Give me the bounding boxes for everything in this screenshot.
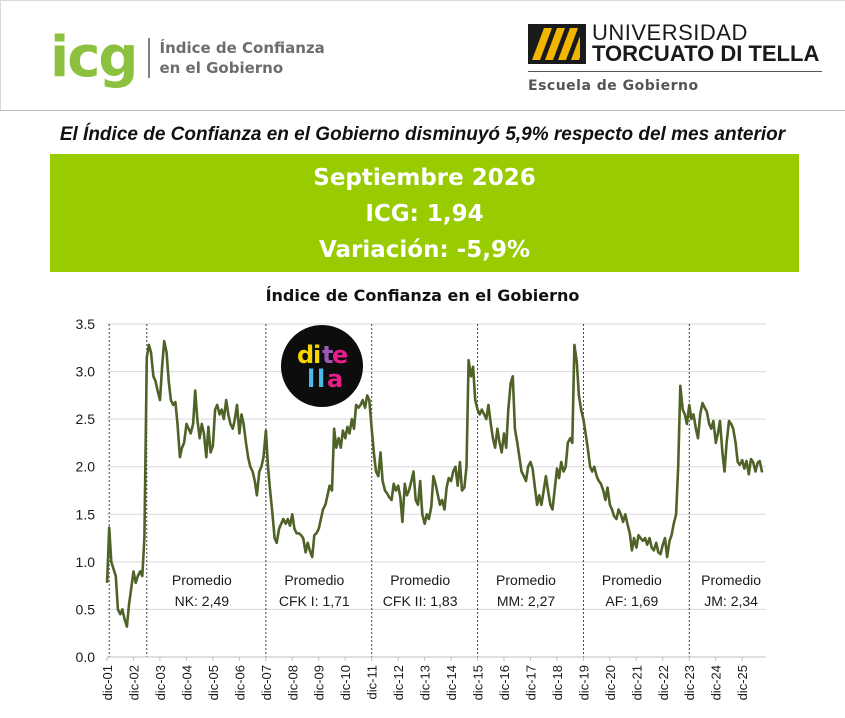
- x-tick-label: dic-10: [338, 665, 353, 700]
- x-tick-labels: dic-01 dic-02 dic-03 dic-04 dic-05 dic-06 dic-…: [100, 657, 750, 700]
- x-tick-label: dic-08: [285, 665, 300, 700]
- icg-line-chart: 0.00.51.01.52.02.53.03.5 dic-01 dic-02 dic…: [76, 316, 766, 700]
- y-tick-label: 3.5: [76, 316, 96, 332]
- average-label: Promedio: [496, 572, 556, 588]
- x-tick-label: dic-09: [312, 665, 327, 700]
- x-tick-label: dic-13: [418, 665, 433, 700]
- ditella-letter-i: i: [313, 341, 321, 369]
- x-tick-label: dic-12: [391, 665, 406, 700]
- average-label: Promedio: [602, 572, 662, 588]
- y-tick-label: 0.5: [76, 601, 96, 617]
- icg-logo-divider: [148, 38, 151, 78]
- y-tick-label: 1.5: [76, 506, 96, 522]
- x-tick-label: dic-07: [259, 665, 274, 700]
- ditella-letter-a: a: [327, 365, 343, 393]
- ditella-letter-d: d: [297, 341, 314, 369]
- utdt-school: Escuela de Gobierno: [528, 78, 699, 94]
- x-tick-label: dic-19: [576, 665, 591, 700]
- summary-period: Septiembre 2026: [313, 165, 536, 191]
- ditella-badge-circle: [281, 325, 363, 407]
- x-tick-label: dic-18: [550, 665, 565, 700]
- y-tick-label: 0.0: [76, 649, 96, 665]
- chart-title: Índice de Confianza en el Gobierno: [265, 286, 580, 305]
- series-layer: [105, 339, 764, 628]
- ditella-letter-t: t: [322, 341, 333, 369]
- left-border: [0, 0, 1, 110]
- average-value: MM: 2,27: [497, 593, 556, 609]
- x-tick-label: dic-01: [100, 665, 115, 700]
- x-tick-label: dic-21: [629, 665, 644, 700]
- icg-subtitle-line2: en el Gobierno: [159, 59, 284, 77]
- average-value: CFK II: 1,83: [383, 593, 458, 609]
- average-label: Promedio: [701, 572, 761, 588]
- period-dividers: [108, 324, 690, 657]
- x-tick-label: dic-15: [471, 665, 486, 700]
- headline: El Índice de Confianza en el Gobierno di…: [59, 124, 786, 145]
- x-tick-label: dic-11: [365, 665, 380, 699]
- x-tick-label: dic-25: [735, 665, 750, 700]
- average-value: AF: 1,69: [605, 593, 658, 609]
- x-tick-label: dic-05: [206, 665, 221, 700]
- average-label: Promedio: [172, 572, 232, 588]
- icg-logo-subtitle: Índice de Confianza en el Gobierno: [159, 38, 324, 78]
- summary-icg: ICG: 1,94: [365, 201, 484, 227]
- utdt-rule: [528, 71, 822, 72]
- x-tick-label: dic-14: [444, 665, 459, 700]
- x-tick-label: dic-06: [232, 665, 247, 700]
- y-tick-label: 3.0: [76, 364, 96, 380]
- ditella-letter-l1: l: [307, 365, 315, 393]
- ditella-letter-e: e: [332, 341, 348, 369]
- icg-logo: icg Índice de Confianza en el Gobierno: [50, 28, 325, 88]
- x-tick-label: dic-02: [126, 665, 141, 700]
- x-tick-label: dic-04: [179, 665, 194, 700]
- top-border: [0, 0, 845, 1]
- average-value: CFK I: 1,71: [279, 593, 350, 609]
- x-tick-label: dic-17: [523, 665, 538, 700]
- x-tick-label: dic-03: [153, 665, 168, 700]
- summary-box: Septiembre 2026 ICG: 1,94 Variación: -5,…: [50, 154, 799, 272]
- utdt-name-line1: UNIVERSIDAD: [592, 20, 748, 45]
- header-divider: [0, 110, 845, 111]
- average-label: Promedio: [390, 572, 450, 588]
- x-tick-label: dic-22: [656, 665, 671, 700]
- y-tick-label: 1.0: [76, 554, 96, 570]
- gridlines: [107, 323, 766, 610]
- x-tick-label: dic-20: [603, 665, 618, 700]
- utdt-name-line2: TORCUATO DI TELLA: [592, 41, 820, 66]
- y-tick-label: 2.5: [76, 411, 96, 427]
- icg-logo-mark: icg: [50, 25, 138, 90]
- average-value: NK: 2,49: [175, 593, 230, 609]
- icg-subtitle-line1: Índice de Confianza: [159, 39, 325, 57]
- x-tick-label: dic-16: [497, 665, 512, 700]
- average-value: JM: 2,34: [704, 593, 758, 609]
- average-label: Promedio: [284, 572, 344, 588]
- icg-series-line: [105, 339, 764, 628]
- ditella-letter-l2: l: [317, 365, 325, 393]
- summary-variation: Variación: -5,9%: [318, 237, 531, 263]
- utdt-name: UNIVERSIDAD TORCUATO DI TELLA: [592, 20, 820, 66]
- x-tick-label: dic-24: [709, 665, 724, 700]
- utdt-stripes-icon: [528, 24, 586, 64]
- ditella-badge: d i t e l l a: [281, 325, 363, 407]
- x-tick-label: dic-23: [682, 665, 697, 700]
- y-tick-label: 2.0: [76, 459, 96, 475]
- y-tick-labels: 0.0 0.5 1.0 1.5 2.0 2.5 3.0 3.5: [76, 316, 96, 665]
- average-annotations: Promedio NK: 2,49 Promedio CFK I: 1,71 Prome…: [172, 572, 761, 609]
